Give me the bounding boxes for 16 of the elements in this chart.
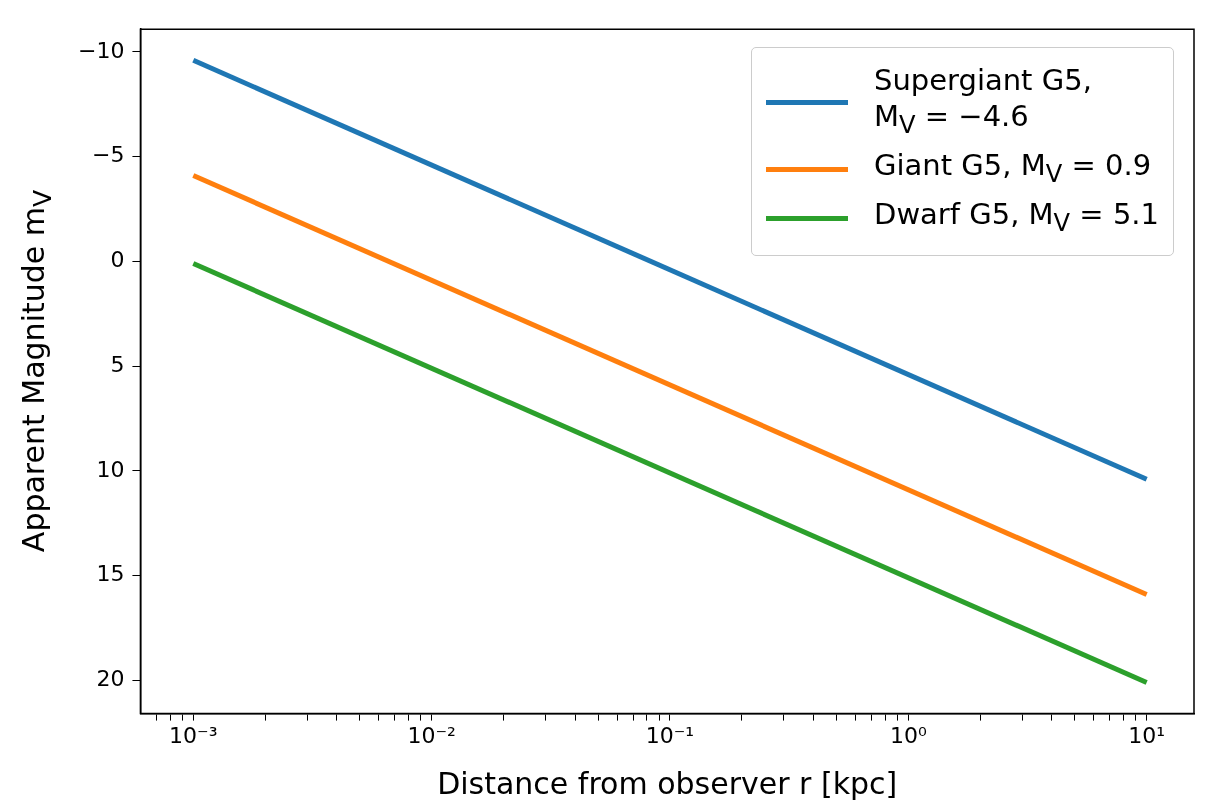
y-tick-label: −10: [77, 37, 125, 63]
y-tick-label: 20: [96, 666, 125, 692]
legend-label: Giant G5, M$_{V}$ = 0.9: [874, 147, 1152, 190]
x-tick-label: 10⁻³: [169, 722, 218, 748]
x-tick-label: 10⁻¹: [645, 722, 695, 748]
y-tick-label: −5: [91, 142, 125, 168]
y-tick-label: 5: [110, 351, 125, 377]
y-tick-label: 10: [96, 456, 125, 482]
x-tick-label: 10¹: [1128, 722, 1166, 748]
y-tick-label: 15: [96, 561, 125, 587]
x-tick-label: 10⁰: [889, 722, 927, 748]
y-tick-label: 0: [110, 247, 125, 273]
legend-label: Dwarf G5, M$_{V}$ = 5.1: [874, 195, 1159, 239]
x-axis-title: Distance from observer r [kpc]: [437, 765, 898, 801]
x-tick-label: 10⁻²: [407, 722, 456, 748]
legend-label: Supergiant G5, M$_{V}$ = −4.6: [874, 62, 1092, 141]
